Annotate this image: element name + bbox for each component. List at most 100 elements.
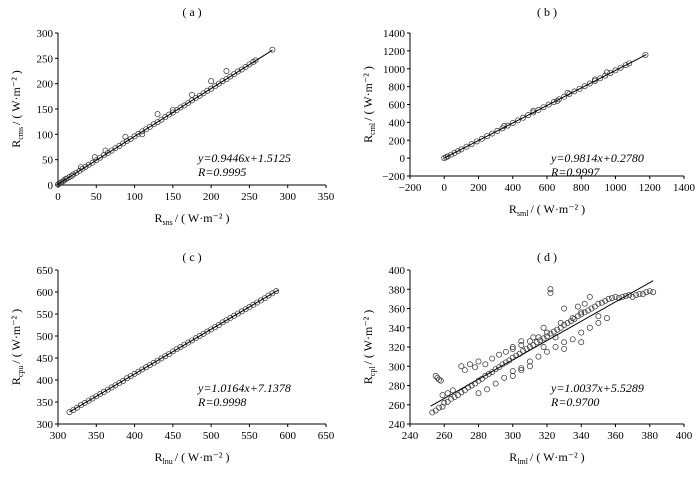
scatter-point [466, 361, 473, 368]
x-label-subscript: sml [517, 209, 529, 218]
scatter-point [540, 324, 547, 331]
correlation-coefficient: R=0.9995 [197, 165, 246, 179]
x-tick-label: 260 [436, 430, 453, 442]
y-tick-label: 400 [389, 117, 406, 129]
scatter-point [437, 377, 444, 384]
scatter-point [554, 326, 561, 333]
scatter-point [552, 344, 559, 350]
scatter-point [561, 345, 568, 352]
x-tick-label: 240 [402, 430, 419, 442]
scatter-point [622, 62, 629, 69]
x-tick-label: 300 [279, 191, 296, 203]
scatter-point [607, 70, 614, 76]
x-tick-label: 250 [241, 191, 258, 203]
x-tick-label: 300 [50, 430, 67, 442]
y-tick-label: 450 [37, 353, 54, 365]
regression-line [430, 280, 654, 407]
scatter-point [650, 289, 657, 296]
x-tick-label: 400 [676, 430, 693, 442]
y-tick-label: 650 [37, 265, 54, 277]
scatter-point [581, 83, 588, 90]
scatter-point [518, 365, 525, 372]
regression-line [69, 289, 279, 413]
y-label-main: R [361, 135, 375, 143]
scatter-point [612, 294, 619, 300]
y-tick-label: 250 [37, 53, 54, 65]
y-label-main: R [361, 376, 375, 384]
scatter-point [564, 319, 571, 326]
regression-line [57, 49, 273, 185]
y-label-main: R [9, 140, 23, 148]
scatter-point [595, 300, 602, 307]
scatter-point [434, 374, 441, 381]
y-label-unit: / ( W·m⁻² ) [361, 66, 375, 121]
x-label-main: R [155, 211, 163, 225]
x-tick-label: 400 [126, 430, 143, 442]
y-axis-label: Rcpl/ ( W·m⁻² ) [361, 310, 377, 385]
scatter-point [273, 288, 280, 295]
y-tick-label: 300 [37, 28, 54, 40]
scatter-point [642, 51, 649, 58]
scatter-point [540, 104, 547, 111]
scatter-point [526, 358, 533, 365]
scatter-point [561, 321, 568, 328]
correlation-coefficient: R=0.9998 [197, 395, 246, 409]
x-tick-label: 600 [539, 182, 556, 194]
x-axis-label: Rlml / ( W·m⁻² ) [509, 450, 584, 466]
scatter-point [436, 404, 443, 411]
scatter-point [639, 291, 646, 298]
x-axis-label: Rsns / ( W·m⁻² ) [155, 211, 230, 227]
scatter-point [518, 338, 525, 345]
y-tick-label: 600 [37, 287, 54, 299]
scatter-point [68, 172, 75, 179]
scatter-point [568, 318, 574, 324]
scatter-point [586, 80, 593, 87]
x-tick-label: 200 [470, 182, 487, 194]
scatter-point [496, 364, 502, 371]
y-label-subscript: cms [16, 127, 25, 140]
scatter-point [509, 372, 516, 379]
correlation-coefficient: R=0.9997 [550, 165, 600, 179]
scatter-point [626, 292, 633, 298]
scatter-point [514, 117, 521, 124]
scatter-point [550, 328, 557, 335]
scatter-point [585, 307, 592, 314]
scatter-point [461, 387, 468, 394]
scatter-point [79, 165, 86, 172]
y-label-subscript: cml [368, 122, 377, 135]
scatter-point [525, 112, 532, 119]
scatter-point [475, 390, 482, 397]
x-tick-label: 600 [279, 430, 296, 442]
scatter-point [66, 409, 73, 416]
y-tick-label: 400 [37, 375, 54, 387]
x-tick-label: 400 [505, 182, 522, 194]
scatter-point [472, 364, 479, 371]
x-tick-label: 650 [318, 430, 335, 442]
scatter-point [478, 135, 485, 142]
x-label-subscript: sns [163, 218, 173, 227]
scatter-point [489, 369, 496, 375]
scatter-point [448, 396, 455, 402]
scatter-point [518, 367, 525, 374]
x-label-subscript: lnu [163, 457, 173, 466]
x-label-unit: / ( W·m⁻² ) [530, 450, 585, 464]
scatter-point [455, 392, 461, 399]
scatter-point [633, 292, 640, 298]
scatter-point [581, 300, 588, 307]
scatter-point [602, 297, 609, 304]
x-tick-label: 0 [55, 191, 61, 203]
scatter-point [545, 101, 552, 108]
y-tick-label: 360 [389, 304, 406, 316]
x-tick-label: 280 [470, 430, 487, 442]
scatter-point [646, 288, 653, 295]
scatter-point [605, 295, 612, 302]
regression-equation: y=1.0037x+5.5289 [550, 381, 644, 395]
x-tick-label: 340 [573, 430, 590, 442]
scatter-point [578, 339, 585, 346]
y-tick-label: 150 [37, 104, 54, 116]
x-label-subscript: lml [517, 457, 528, 466]
scatter-point [269, 46, 276, 53]
scatter-point [475, 358, 482, 365]
scatter-point [61, 177, 68, 184]
panel-title: ( c ) [182, 250, 201, 264]
